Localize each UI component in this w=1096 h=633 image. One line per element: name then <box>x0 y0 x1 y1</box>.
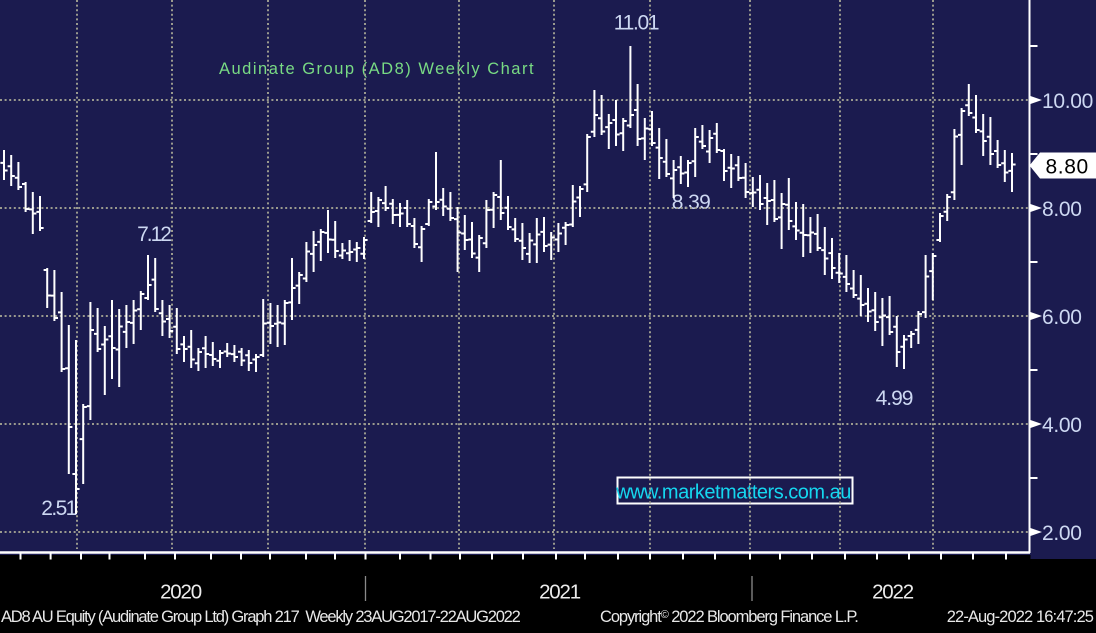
svg-text:2020: 2020 <box>160 581 202 604</box>
svg-text:10.00: 10.00 <box>1042 90 1093 113</box>
svg-text:2.00: 2.00 <box>1042 522 1082 545</box>
svg-text:Copyright© 2022 Bloomberg Fina: Copyright© 2022 Bloomberg Finance L.P. <box>600 608 858 626</box>
svg-text:8.00: 8.00 <box>1042 198 1082 221</box>
svg-text:11.01: 11.01 <box>614 12 659 35</box>
svg-text:4.00: 4.00 <box>1042 414 1082 437</box>
svg-text:AD8 AU Equity (Audinate Group: AD8 AU Equity (Audinate Group Ltd) Graph… <box>1 608 521 626</box>
svg-text:22-Aug-2022 16:47:25: 22-Aug-2022 16:47:25 <box>947 608 1094 626</box>
svg-text:7.12: 7.12 <box>137 223 171 246</box>
svg-text:Audinate Group (AD8) Weekly Ch: Audinate Group (AD8) Weekly Chart <box>219 60 535 78</box>
svg-text:8.39: 8.39 <box>672 191 710 214</box>
svg-text:8.80: 8.80 <box>1046 156 1089 179</box>
svg-text:2021: 2021 <box>539 581 581 604</box>
svg-text:6.00: 6.00 <box>1042 306 1082 329</box>
svg-text:4.99: 4.99 <box>876 387 913 410</box>
svg-text:2022: 2022 <box>872 581 914 604</box>
svg-text:2.51: 2.51 <box>41 497 76 520</box>
